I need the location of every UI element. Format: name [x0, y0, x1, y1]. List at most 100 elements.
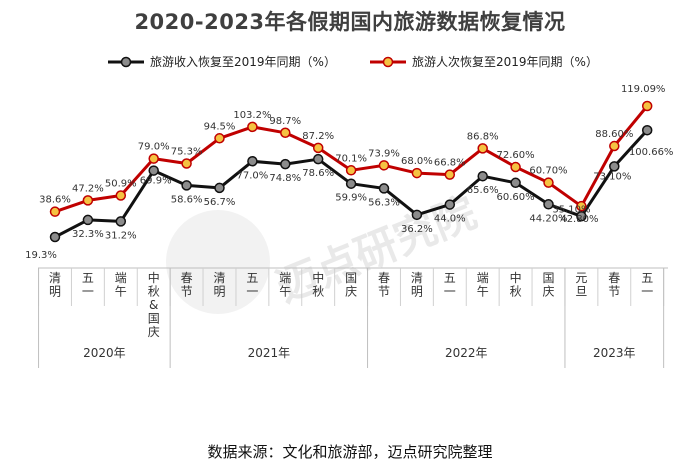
x-tick-label: 中秋: [312, 270, 324, 299]
data-point: [181, 158, 192, 169]
x-tick-label: 五一: [82, 271, 94, 299]
series-markers: [49, 100, 653, 243]
data-point: [312, 142, 324, 154]
data-point: [82, 195, 94, 206]
data-point: [49, 231, 61, 243]
data-point: [312, 153, 324, 165]
data-label: 69.9%: [140, 176, 172, 187]
legend-marker-1: [120, 56, 132, 68]
data-point: [181, 180, 192, 191]
data-point: [49, 206, 61, 217]
data-label: 32.3%: [72, 229, 104, 240]
data-label: 60.70%: [529, 166, 567, 177]
data-point: [247, 121, 258, 133]
legend-label-1: 旅游收入恢复至2019年同期（%）: [150, 55, 336, 69]
data-label: 66.8%: [434, 158, 466, 169]
data-point: [345, 178, 357, 189]
data-point: [115, 216, 127, 227]
data-label: 87.2%: [302, 131, 334, 142]
data-point: [576, 211, 587, 222]
data-point: [609, 161, 620, 172]
data-point: [378, 183, 390, 194]
data-label: 59.9%: [335, 193, 367, 204]
data-point: [510, 177, 521, 189]
x-tick-label: 春节: [181, 271, 193, 299]
data-point: [477, 170, 488, 182]
data-label: 73.9%: [368, 148, 400, 159]
x-tick-label: 五一: [444, 271, 456, 299]
x-tick-label: 端午: [477, 271, 489, 299]
data-label: 44.0%: [434, 214, 466, 225]
data-point: [576, 200, 587, 212]
data-label: 75.3%: [171, 146, 203, 157]
category-axis: 2020年 2021年 2022年 2023年清明五一端午中秋&国庆春节清明五一端午中…: [38, 267, 668, 368]
data-label: 36.2%: [401, 224, 433, 235]
data-point: [378, 160, 390, 171]
x-tick-label: 五一: [641, 271, 653, 299]
data-point: [641, 124, 653, 136]
year-label: 2020年: [83, 346, 126, 360]
data-label: 86.8%: [467, 131, 499, 142]
data-label: 100.66%: [629, 147, 674, 158]
data-label: 88.60%: [595, 129, 633, 140]
source-note: 数据来源：文化和旅游部，迈点研究院整理: [207, 443, 493, 461]
data-label: 77.0%: [237, 170, 269, 181]
data-point: [510, 161, 521, 173]
data-point: [214, 133, 225, 144]
data-point: [444, 199, 456, 210]
data-point: [148, 153, 159, 164]
data-point: [641, 100, 653, 112]
data-label: 79.0%: [138, 142, 170, 153]
x-tick-label: 春节: [608, 271, 620, 299]
x-tick-label: 清明: [213, 271, 225, 299]
data-label: 73.10%: [593, 171, 631, 182]
data-label: 119.09%: [621, 84, 666, 95]
data-label: 78.6%: [302, 168, 334, 179]
data-point: [280, 127, 291, 139]
year-label: 2022年: [445, 346, 488, 360]
data-point: [609, 140, 620, 152]
data-label: 94.5%: [204, 121, 236, 132]
data-label: 60.60%: [497, 192, 535, 203]
data-label: 44.20%: [529, 213, 567, 224]
data-label: 38.6%: [39, 195, 71, 206]
data-label: 72.60%: [497, 150, 535, 161]
data-label: 19.3%: [25, 250, 57, 261]
data-point: [543, 199, 554, 210]
data-point: [82, 214, 94, 226]
data-point: [280, 158, 291, 170]
x-tick-label: 国庆: [345, 271, 357, 299]
data-point: [214, 182, 225, 194]
x-tick-label: 端午: [279, 271, 291, 299]
x-tick-label: 国庆: [542, 271, 554, 299]
data-label: 65.6%: [467, 185, 499, 196]
data-label: 50.9%: [105, 179, 137, 190]
data-label: 74.8%: [269, 173, 301, 184]
data-point: [148, 165, 159, 176]
x-tick-label: 元旦: [575, 271, 587, 299]
x-tick-label: 端午: [115, 271, 127, 299]
chart-title: 2020-2023年各假期国内旅游数据恢复情况: [134, 10, 566, 34]
x-tick-label: 春节: [378, 271, 390, 299]
data-label: 47.2%: [72, 183, 104, 194]
data-point: [115, 190, 127, 201]
year-label: 2023年: [593, 346, 636, 360]
data-label: 58.6%: [171, 194, 203, 205]
data-label: 56.3%: [368, 197, 400, 208]
year-label: 2021年: [248, 346, 291, 360]
data-label: 35.10%: [552, 204, 590, 215]
legend: 旅游收入恢复至2019年同期（%） 旅游人次恢复至2019年同期（%）: [108, 55, 598, 69]
x-tick-label: 清明: [411, 271, 423, 299]
watermark-logo: [166, 210, 270, 314]
legend-label-2: 旅游人次恢复至2019年同期（%）: [412, 55, 598, 69]
data-point: [247, 156, 258, 167]
x-tick-label: 五一: [246, 271, 258, 299]
data-point: [477, 143, 488, 154]
data-label: 98.7%: [269, 116, 301, 127]
data-label: 70.1%: [335, 153, 367, 164]
data-label: 56.7%: [204, 197, 236, 208]
data-label: 31.2%: [105, 230, 137, 241]
data-point: [411, 209, 423, 221]
data-point: [411, 167, 423, 179]
